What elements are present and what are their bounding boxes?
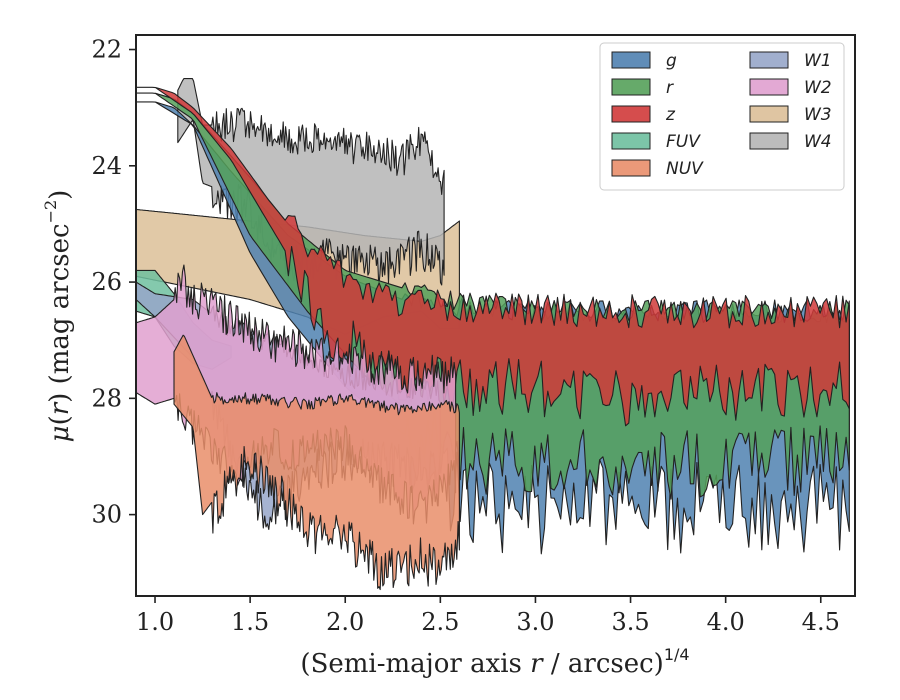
legend-label-w3: W3: [804, 105, 832, 125]
y-axis-title-sup: −2: [41, 200, 60, 224]
x-axis-title-sup: 1/4: [664, 645, 690, 664]
y-axis-title-mu: μ: [45, 425, 75, 442]
x-tick-label: 4.5: [802, 608, 840, 636]
legend-swatch-w3: [749, 105, 789, 123]
x-tick-label: 1.0: [136, 608, 174, 636]
y-tick-label: 24: [91, 152, 122, 180]
legend-label-w4: W4: [804, 132, 832, 152]
legend-swatch-nuv: [611, 159, 651, 177]
y-tick-label: 28: [91, 384, 122, 412]
y-axis-title-open: (: [45, 415, 75, 425]
x-axis-title-tail: / arcsec): [543, 649, 664, 679]
legend-label-w2: W2: [804, 78, 832, 98]
x-tick-label: 2.0: [326, 608, 364, 636]
legend-label-fuv: FUV: [666, 132, 701, 152]
series-area-nuv: [173, 334, 460, 591]
y-tick-label: 26: [91, 268, 122, 296]
legend-swatch-z: [611, 105, 651, 123]
legend-swatch-fuv: [611, 132, 651, 150]
legend-label-z: z: [665, 105, 676, 125]
x-tick-label: 4.0: [707, 608, 745, 636]
legend-label-w1: W1: [804, 51, 832, 71]
legend-label-nuv: NUV: [666, 159, 704, 179]
y-axis: 22 24 26 28 30: [91, 36, 136, 529]
y-axis-title: μ(r) (mag arcsec−2): [41, 190, 75, 443]
x-tick-label: 3.0: [516, 608, 554, 636]
y-tick-label: 22: [91, 36, 122, 64]
legend: grz FUV NUV W1 W2 W3 W4: [599, 42, 845, 191]
series-layer: [136, 78, 850, 591]
y-axis-title-end: ): [45, 190, 75, 200]
legend-swatch-g: [611, 51, 651, 69]
legend-swatch-w2: [749, 78, 789, 96]
series-area-z: [136, 86, 850, 427]
x-axis: 1.0 1.5 2.0 2.5 3.0 3.5 4.0 4.5: [136, 596, 840, 636]
x-axis-title: (Semi-major axis r / arcsec)1/4: [300, 645, 689, 679]
x-axis-title-main: (Semi-major axis: [300, 649, 530, 679]
plot-frame: [135, 34, 856, 597]
legend-swatch-w4: [749, 132, 789, 150]
y-axis-title-close: ) (mag arcsec: [45, 223, 75, 402]
x-tick-label: 2.5: [421, 608, 459, 636]
legend-label-g: g: [666, 51, 677, 71]
y-tick-label: 30: [91, 501, 122, 529]
legend-label-r: r: [666, 78, 674, 98]
legend-swatch-r: [611, 78, 651, 96]
legend-swatch-w1: [749, 51, 789, 69]
x-axis-title-r: r: [530, 649, 544, 679]
x-tick-label: 1.5: [231, 608, 269, 636]
y-axis-title-r: r: [45, 401, 75, 415]
x-tick-label: 3.5: [611, 608, 649, 636]
